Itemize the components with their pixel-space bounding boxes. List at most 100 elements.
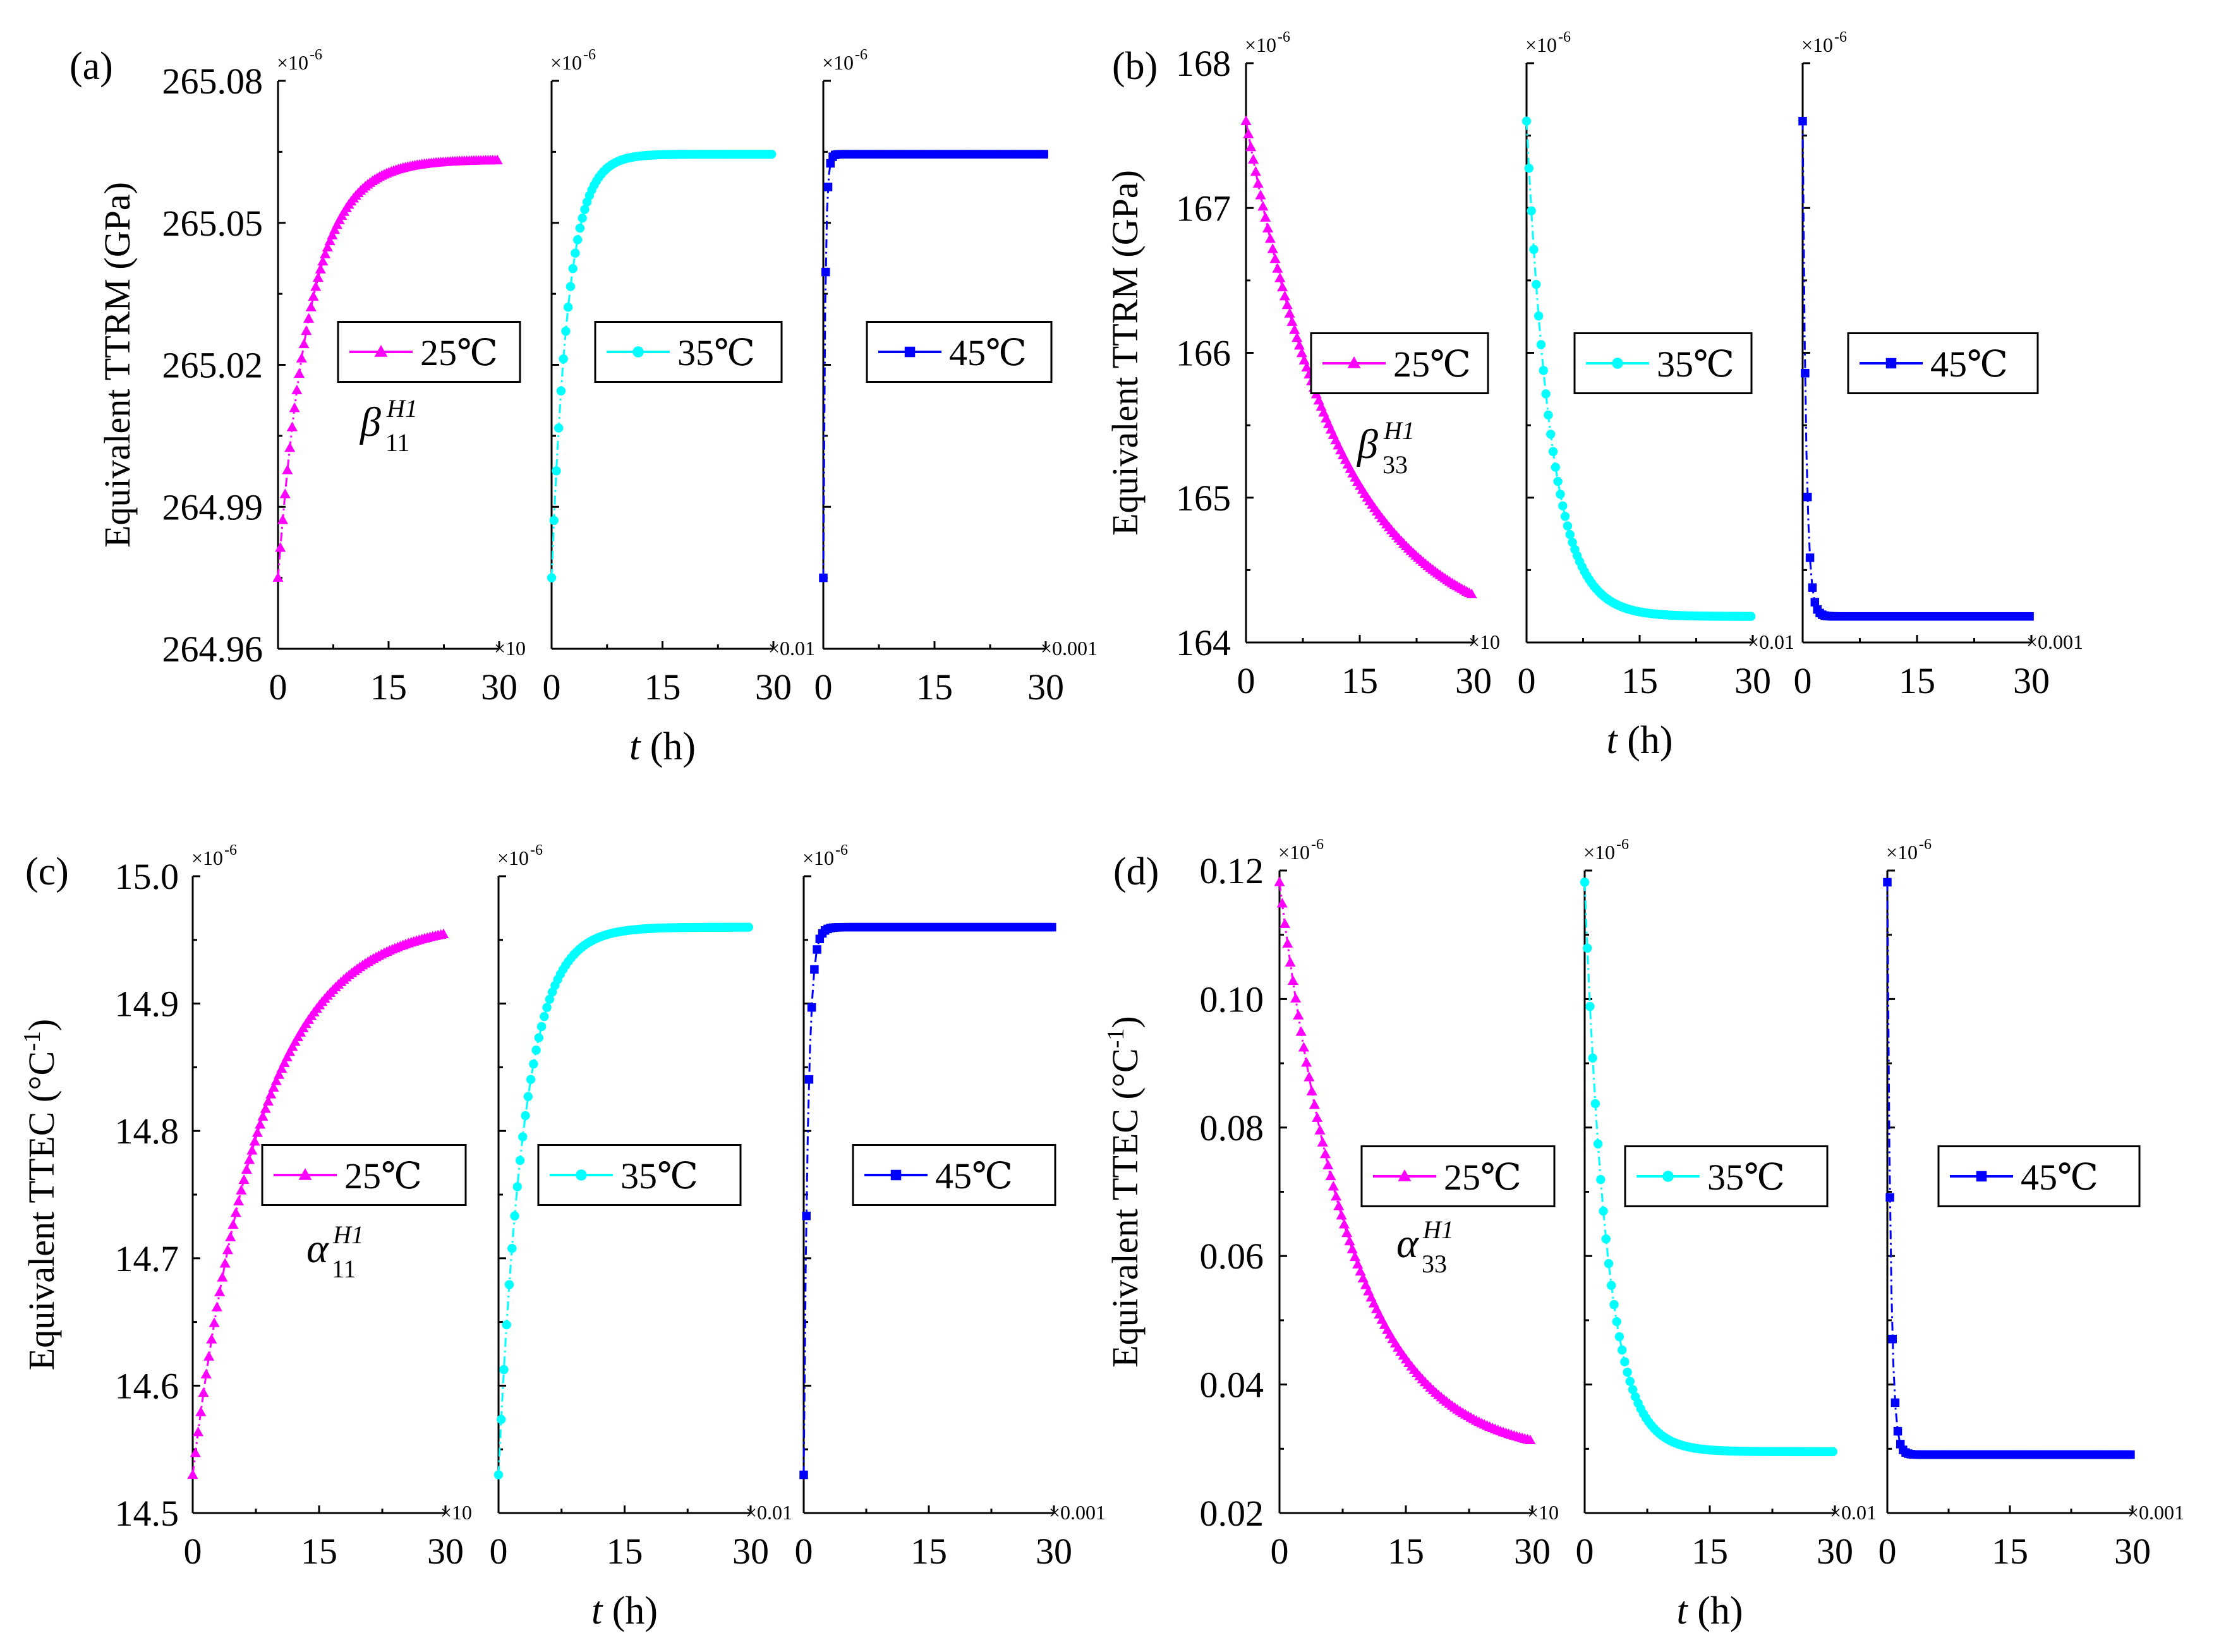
y-scale-exponent: -6 xyxy=(1558,29,1571,45)
legend-label: 25℃ xyxy=(1444,1157,1521,1198)
x-tick-label: 15 xyxy=(607,1531,643,1572)
data-point xyxy=(1328,1181,1339,1191)
panel-b: (b) Equivalent TTRM (GPa) 168 167 166 165 164 t… xyxy=(1104,29,2083,762)
x-tick-label: 0 xyxy=(814,666,833,708)
y-scale-exponent: -6 xyxy=(1311,836,1324,853)
x-tick-label: 30 xyxy=(1514,1531,1551,1572)
data-point xyxy=(536,1022,547,1032)
data-point xyxy=(1344,1235,1355,1246)
data-point xyxy=(566,282,576,291)
panel-label: (b) xyxy=(1112,45,1158,88)
data-point xyxy=(1808,583,1817,592)
x-tick-label: 30 xyxy=(1455,660,1492,701)
data-point xyxy=(540,1011,549,1022)
data-point xyxy=(1614,1332,1624,1342)
legend: 25℃ xyxy=(1360,1145,1556,1207)
data-point xyxy=(545,994,555,1004)
panel-label: (c) xyxy=(25,850,69,893)
data-point xyxy=(322,241,333,252)
data-point xyxy=(507,1243,517,1253)
data-point xyxy=(227,1219,239,1229)
legend: 35℃ xyxy=(537,1144,742,1206)
data-point xyxy=(502,1320,511,1330)
x-multiplier-label: ×0.01 xyxy=(1748,630,1794,653)
data-point xyxy=(1267,243,1278,253)
x-tick-label: 30 xyxy=(2114,1531,2151,1572)
panel-c: (c) Equivalent TTEC (°C-1) 15.0 14.9 14.8 14.… xyxy=(19,842,1106,1632)
data-point xyxy=(568,264,578,274)
data-point xyxy=(257,1111,269,1121)
data-point xyxy=(1306,1085,1317,1095)
parameter-superscript: H1 xyxy=(1422,1215,1454,1244)
data-point xyxy=(1322,1159,1334,1170)
x-tick-label: 15 xyxy=(910,1531,947,1572)
y-scale-label: ×10 xyxy=(822,51,854,74)
data-point xyxy=(1341,1227,1353,1238)
data-point xyxy=(572,235,583,244)
legend-marker xyxy=(1347,356,1361,368)
parameter-superscript: H1 xyxy=(332,1221,364,1249)
data-point xyxy=(281,1051,293,1062)
data-point xyxy=(187,1469,198,1479)
data-point xyxy=(1548,447,1558,456)
data-point xyxy=(571,248,580,258)
data-point xyxy=(529,1059,538,1069)
x-tick-label: 15 xyxy=(1341,660,1378,701)
x-tick-label: 0 xyxy=(543,666,561,708)
x-tick-label: 0 xyxy=(1576,1531,1594,1572)
x-axis-label: t (h) xyxy=(1676,1589,1743,1632)
data-point xyxy=(1048,922,1056,932)
parameter-superscript: H1 xyxy=(386,394,418,423)
data-point xyxy=(802,1211,811,1221)
x-tick-label: 0 xyxy=(490,1531,508,1572)
parameter-subscript: 11 xyxy=(385,428,410,457)
data-point xyxy=(821,267,830,277)
x-multiplier-label: ×0.01 xyxy=(746,1501,792,1524)
data-point xyxy=(1553,476,1563,486)
x-tick-label: 30 xyxy=(732,1531,769,1572)
data-point xyxy=(518,1132,528,1142)
x-tick-label: 15 xyxy=(1691,1531,1728,1572)
y-scale-exponent: -6 xyxy=(835,842,848,859)
x-multiplier-label: ×10 xyxy=(1527,1501,1559,1524)
y-tick-label: 265.02 xyxy=(162,345,263,386)
data-point xyxy=(1551,462,1561,472)
x-tick-label: 0 xyxy=(1271,1531,1289,1572)
data-point xyxy=(549,515,559,526)
x-axis-label: t (h) xyxy=(591,1589,658,1632)
legend: 35℃ xyxy=(1624,1145,1829,1207)
y-tick-label: 165 xyxy=(1176,478,1231,519)
y-tick-label: 167 xyxy=(1176,188,1231,229)
data-point xyxy=(556,386,566,396)
x-tick-label: 30 xyxy=(755,666,792,708)
data-point xyxy=(1593,1139,1603,1149)
x-tick-label: 15 xyxy=(301,1531,337,1572)
data-point xyxy=(225,1231,236,1241)
data-point xyxy=(1533,311,1544,321)
y-scale-exponent: -6 xyxy=(530,842,543,859)
data-point xyxy=(219,1258,231,1268)
subplot-3: 0 15 30 ×10 -6 ×0.001 45℃ xyxy=(1794,29,2084,701)
data-point xyxy=(1274,876,1285,886)
data-point xyxy=(521,1111,530,1121)
data-point xyxy=(1539,366,1548,375)
data-point xyxy=(301,325,312,335)
panel-a: (a) Equivalent TTRM (GPa) 265.08 265.05 265.… xyxy=(70,45,1098,768)
data-point xyxy=(1585,1001,1595,1011)
x-multiplier-label: ×0.001 xyxy=(1049,1501,1106,1524)
data-point xyxy=(277,514,289,524)
data-point xyxy=(564,303,573,312)
legend: 25℃ xyxy=(337,321,521,383)
y-scale-label: ×10 xyxy=(550,51,582,74)
data-point xyxy=(1810,598,1820,607)
data-point xyxy=(804,1075,814,1084)
series-markers xyxy=(799,922,1056,1480)
data-point xyxy=(819,573,828,582)
x-tick-label: 30 xyxy=(1734,660,1771,701)
legend-marker xyxy=(576,1169,587,1181)
y-tick-label: 0.06 xyxy=(1200,1236,1264,1277)
data-point xyxy=(492,154,503,165)
